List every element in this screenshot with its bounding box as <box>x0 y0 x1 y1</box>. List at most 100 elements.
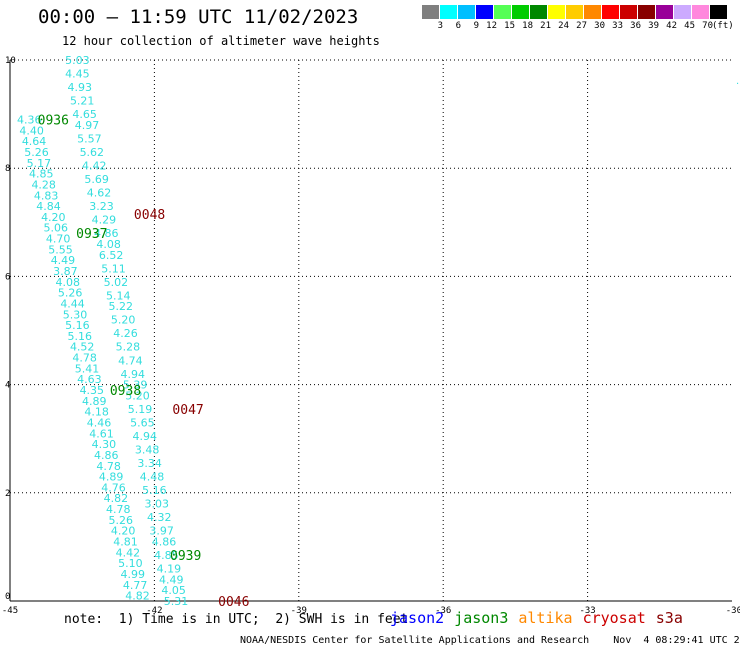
data-point-label: 4.81 <box>113 535 138 548</box>
color-scale-label: 9 <box>473 21 479 31</box>
data-point-label: 5.39 <box>123 379 148 392</box>
color-scale-label: 39 <box>648 21 659 31</box>
data-point-label: 4.48 <box>140 471 165 484</box>
data-point-label: 4.52 <box>70 341 95 354</box>
data-point-label: 4.63 <box>77 373 102 386</box>
legend-item-altika: altika <box>518 609 573 627</box>
x-tick-label: -42 <box>146 606 162 616</box>
data-point-label: 5.26 <box>24 146 49 159</box>
legend-item-jason2: jason2 <box>390 609 445 627</box>
data-point-label: 4.20 <box>111 525 136 538</box>
data-point-label: 4.83 <box>34 189 59 202</box>
data-point-label: 5.21 <box>70 95 95 108</box>
y-tick-label: 6 <box>5 272 10 282</box>
data-point-label: 4.08 <box>56 276 81 289</box>
data-point-label: 5.26 <box>58 287 83 300</box>
data-point-label: 4.78 <box>106 503 131 516</box>
pass-time-label: 0936 <box>38 114 69 129</box>
data-point-label: 3.23 <box>89 200 114 213</box>
legend-item-s3a: s3a <box>655 609 683 627</box>
data-point-label: 4.26 <box>113 327 138 340</box>
data-point-label: 4.78 <box>72 352 97 365</box>
y-tick-label: 2 <box>5 489 10 499</box>
pass-time-label: 0048 <box>134 208 165 223</box>
data-point-label: 4.35 <box>80 384 105 397</box>
x-tick-label: -45 <box>2 606 18 616</box>
data-point-label: 4.36 <box>17 114 42 127</box>
data-point-label: 5.16 <box>68 330 93 343</box>
data-point-label: 4.42 <box>82 159 107 172</box>
data-point-label: 4.86 <box>152 535 177 548</box>
data-point-label: 5.62 <box>80 146 105 159</box>
data-point-label: 5.22 <box>108 300 133 313</box>
pass-time-label: 0047 <box>172 403 203 418</box>
color-swatch <box>566 5 583 19</box>
data-point-label: 4.44 <box>60 297 85 310</box>
color-scale-label: 27 <box>576 21 587 31</box>
x-tick-label: -36 <box>435 606 451 616</box>
data-point-label: 4.97 <box>75 119 100 132</box>
color-scale-label: 21 <box>540 21 551 31</box>
color-scale-label: 18 <box>522 21 533 31</box>
data-point-label: 4.61 <box>89 427 114 440</box>
color-swatch <box>638 5 655 19</box>
footer-credit: NOAA/NESDIS Center for Satellite Applica… <box>240 635 740 646</box>
data-point-label: 3.48 <box>135 444 160 457</box>
color-swatch <box>458 5 475 19</box>
data-point-label: 4.94 <box>120 368 145 381</box>
data-point-label: 4.32 <box>147 511 172 524</box>
color-scale-label: 42 <box>666 21 677 31</box>
data-point-label: 3.97 <box>149 525 174 538</box>
data-point-label: 5.41 <box>75 362 100 375</box>
color-scale-label: 24 <box>558 21 569 31</box>
color-swatch <box>440 5 457 19</box>
color-scale-label: 15 <box>504 21 515 31</box>
data-point-label: 4.82 <box>125 590 150 603</box>
y-tick-label: 0 <box>5 592 10 602</box>
data-point-label: 4.76 <box>101 481 126 494</box>
data-point-label: 4.28 <box>31 178 56 191</box>
page-title: 00:00 – 11:59 UTC 11/02/2023 <box>38 6 359 28</box>
data-point-label: 4.89 <box>99 471 124 484</box>
data-point-label: 4.18 <box>84 406 109 419</box>
data-point-label: 4.78 <box>96 460 121 473</box>
data-point-label: 4.94 <box>133 430 158 443</box>
y-tick-label: 8 <box>5 164 10 174</box>
data-point-label: 5.57 <box>77 132 102 145</box>
data-point-label: 4.84 <box>36 200 61 213</box>
pass-time-label: 0938 <box>110 384 141 399</box>
legend-item-cryosat: cryosat <box>582 609 646 627</box>
data-point-label: 4.62 <box>87 187 112 200</box>
page-subtitle: 12 hour collection of altimeter wave hei… <box>62 34 380 48</box>
data-point-label: 5.16 <box>65 319 90 332</box>
color-scale-label: 45 <box>684 21 695 31</box>
pass-time-label: 0939 <box>170 549 201 564</box>
data-point-label: 4.29 <box>92 214 117 227</box>
data-point-label: 4.86 <box>94 449 119 462</box>
data-point-label: 5.69 <box>84 173 109 186</box>
data-point-label: 4.49 <box>159 573 184 586</box>
data-point-label: 4.82 <box>104 492 129 505</box>
data-point-label: 5.14 <box>106 289 131 302</box>
color-scale-label: 36 <box>630 21 641 31</box>
data-point-label: 5.17 <box>27 157 52 170</box>
color-scale-label: 70 <box>702 21 713 31</box>
data-point-label: 4.77 <box>123 579 148 592</box>
data-point-label: 3.03 <box>145 498 170 511</box>
data-point-label: 4.49 <box>51 254 76 267</box>
data-point-label: 5.30 <box>63 308 88 321</box>
data-point-label: 5.26 <box>108 514 133 527</box>
data-point-label: 4.64 <box>22 135 47 148</box>
color-swatch <box>512 5 529 19</box>
data-point-label: 4.40 <box>19 124 44 137</box>
data-point-label: 5.28 <box>116 341 141 354</box>
x-tick-label: -30 <box>726 606 740 616</box>
color-swatch <box>710 5 727 19</box>
data-point-label: 5.20 <box>125 389 150 402</box>
color-scale-label: 12 <box>486 21 497 31</box>
data-point-label: 4.19 <box>157 563 182 576</box>
color-scale-label: 3 <box>437 21 443 31</box>
edge-marker: · <box>736 79 739 90</box>
color-swatch <box>584 5 601 19</box>
